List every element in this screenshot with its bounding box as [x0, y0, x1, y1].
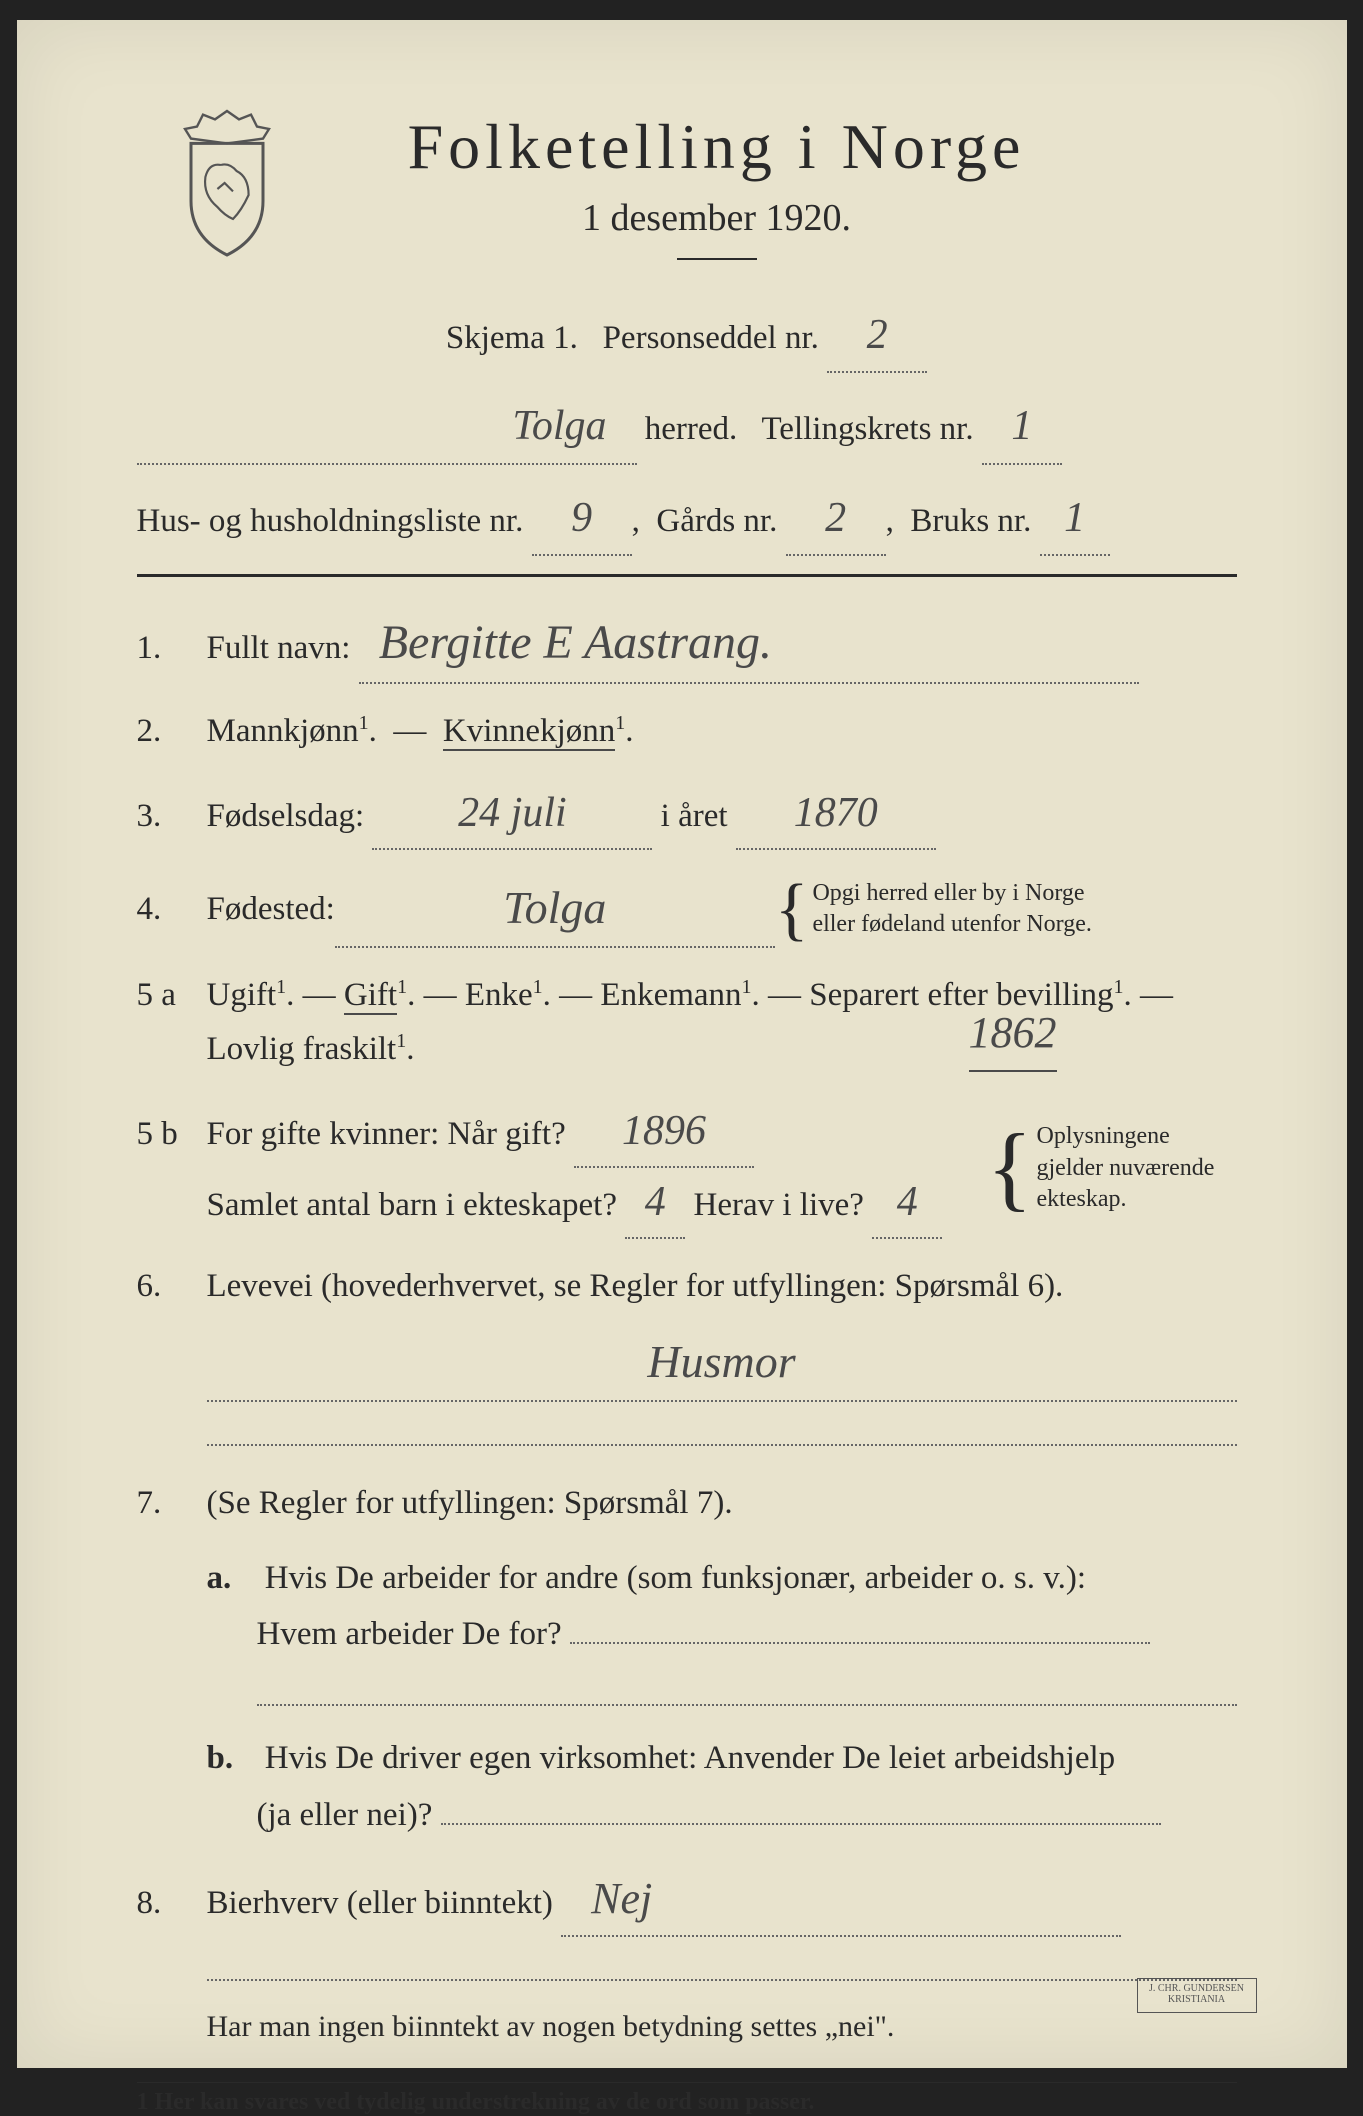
q5a-enkemann: Enkemann [600, 977, 741, 1013]
herred-line: Tolga herred. Tellingskrets nr. 1 [137, 391, 1237, 464]
bottom-note: Har man ingen biinntekt av nogen betydni… [207, 2001, 1237, 2052]
q5a-row: 5 a Ugift1. — Gift1. — Enke1. — Enkemann… [137, 968, 1237, 1077]
q5b-line2-label: Samlet antal barn i ekteskapet? [207, 1187, 618, 1223]
q8-value: Nej [561, 1863, 1121, 1938]
q2-mann: Mannkjønn [207, 713, 359, 749]
q7-row: 7. (Se Regler for utfyllingen: Spørsmål … [137, 1476, 1237, 1530]
q4-num: 4. [137, 882, 207, 936]
q5b-note: Oplysningene gjelder nuværende ekteskap. [1037, 1121, 1237, 1215]
census-document: Folketelling i Norge 1 desember 1920. Sk… [17, 20, 1347, 2068]
crest-svg [167, 105, 287, 261]
bruks-nr: 1 [1040, 483, 1110, 556]
q5b-row: 5 b For gifte kvinner: Når gift? 1896 Sa… [137, 1097, 1237, 1240]
skjema-label: Skjema 1. [446, 320, 578, 356]
q7b-line1: Hvis De driver egen virksomhet: Anvender… [265, 1740, 1115, 1776]
q5a-extra-year: 1862 [969, 997, 1057, 1072]
divider-1 [137, 574, 1237, 577]
gards-label: Gårds nr. [656, 503, 777, 539]
printer-stamp: J. CHR. GUNDERSENKRISTIANIA [1137, 1978, 1257, 2013]
q3-row: 3. Fødselsdag: 24 juli i året 1870 [137, 779, 1237, 850]
q5b-line2b-label: Herav i live? [694, 1187, 864, 1223]
q7b-blank [441, 1823, 1161, 1825]
brace-icon-2: { [987, 1144, 1033, 1192]
q5a-num: 5 a [137, 968, 207, 1022]
q7a-row: a. Hvis De arbeider for andre (som funks… [207, 1550, 1237, 1706]
q7-num: 7. [137, 1476, 207, 1530]
q4-row: 4. Fødested: Tolga { Opgi herred eller b… [137, 870, 1237, 948]
q3-num: 3. [137, 789, 207, 843]
q8-num: 8. [137, 1876, 207, 1930]
subtitle: 1 desember 1920. [197, 196, 1237, 240]
q7a-line2: Hvem arbeider De for? [257, 1616, 562, 1652]
q2-kvinne: Kvinnekjønn [443, 713, 615, 751]
main-title: Folketelling i Norge [197, 110, 1237, 184]
q1-row: 1. Fullt navn: Bergitte E Aastrang. [137, 603, 1237, 684]
q6-blank-line [207, 1418, 1237, 1446]
q4-label: Fødested: [207, 882, 335, 936]
q6-label: Levevei (hovederhvervet, se Regler for u… [207, 1268, 1064, 1304]
hus-line: Hus- og husholdningsliste nr. 9, Gårds n… [137, 483, 1237, 556]
skjema-line: Skjema 1. Personseddel nr. 2 [137, 300, 1237, 373]
q2-row: 2. Mannkjønn1. — Kvinnekjønn1. [137, 704, 1237, 758]
q7b-line2: (ja eller nei)? [257, 1797, 433, 1833]
q7b-row: b. Hvis De driver egen virksomhet: Anven… [207, 1730, 1237, 1842]
bruks-label: Bruks nr. [910, 503, 1031, 539]
q5a-separert: Separert efter bevilling [809, 977, 1113, 1013]
hus-label: Hus- og husholdningsliste nr. [137, 503, 524, 539]
q7a-blank2 [257, 1678, 1237, 1706]
q7a-line1: Hvis De arbeider for andre (som funksjon… [265, 1560, 1086, 1596]
q3-label: Fødselsdag: [207, 798, 365, 834]
q1-value: Bergitte E Aastrang. [359, 603, 1139, 684]
q4-note: Opgi herred eller by i Norge eller fødel… [812, 878, 1091, 940]
q5a-ugift: Ugift [207, 977, 277, 1013]
brace-icon: { [775, 892, 809, 927]
q1-label: Fullt navn: [207, 630, 351, 666]
header: Folketelling i Norge 1 desember 1920. [137, 110, 1237, 260]
q5a-gift: Gift [344, 977, 397, 1015]
q6-num: 6. [137, 1259, 207, 1313]
q8-blank [207, 1953, 1237, 1981]
gards-nr: 2 [786, 483, 886, 556]
title-divider [677, 258, 757, 260]
q7-label: (Se Regler for utfyllingen: Spørsmål 7). [207, 1485, 733, 1521]
q5b-line2b-value: 4 [872, 1168, 942, 1239]
hus-nr: 9 [532, 483, 632, 556]
tellingskrets-label: Tellingskrets nr. [761, 411, 973, 447]
herred-value: Tolga [137, 391, 637, 464]
q8-row: 8. Bierhverv (eller biinntekt) Nej [137, 1863, 1237, 1982]
q4-value: Tolga [335, 870, 775, 948]
tellingskrets-nr: 1 [982, 391, 1062, 464]
personseddel-label: Personseddel nr. [603, 320, 819, 356]
q5a-lovlig: Lovlig fraskilt [207, 1031, 397, 1067]
q5b-num: 5 b [137, 1107, 207, 1161]
footnote: 1 Her kan svares ved tydelig understrekn… [137, 2089, 1237, 2116]
q5b-line2-value: 4 [625, 1168, 685, 1239]
q5b-line1-label: For gifte kvinner: Når gift? [207, 1116, 566, 1152]
q8-label: Bierhverv (eller biinntekt) [207, 1885, 553, 1921]
q2-num: 2. [137, 704, 207, 758]
q3-year-label: i året [661, 798, 728, 834]
q1-num: 1. [137, 621, 207, 675]
q6-value: Husmor [207, 1324, 1237, 1402]
q3-year: 1870 [736, 779, 936, 850]
coat-of-arms-icon [167, 105, 287, 260]
q6-row: 6. Levevei (hovederhvervet, se Regler fo… [137, 1259, 1237, 1445]
q7b-letter: b. [207, 1730, 257, 1786]
q7a-letter: a. [207, 1550, 257, 1606]
q7a-blank [570, 1642, 1150, 1644]
q3-day: 24 juli [372, 779, 652, 850]
q5a-enke: Enke [465, 977, 533, 1013]
herred-label: herred. [645, 411, 738, 447]
footnote-divider: 1 Her kan svares ved tydelig understrekn… [137, 2082, 1237, 2116]
q5b-line1-value: 1896 [574, 1097, 754, 1168]
personseddel-nr: 2 [827, 300, 927, 373]
